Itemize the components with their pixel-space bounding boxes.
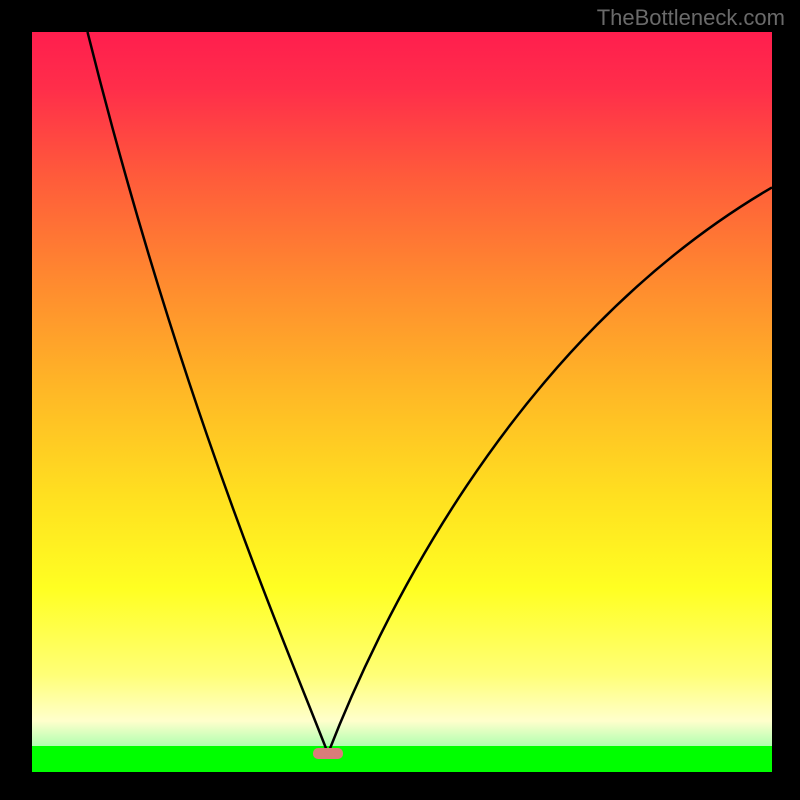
watermark-text: TheBottleneck.com: [597, 5, 785, 31]
bottleneck-curve: [32, 32, 772, 772]
minimum-marker: [313, 748, 343, 759]
curve-path: [88, 32, 773, 754]
plot-area: [32, 32, 772, 772]
